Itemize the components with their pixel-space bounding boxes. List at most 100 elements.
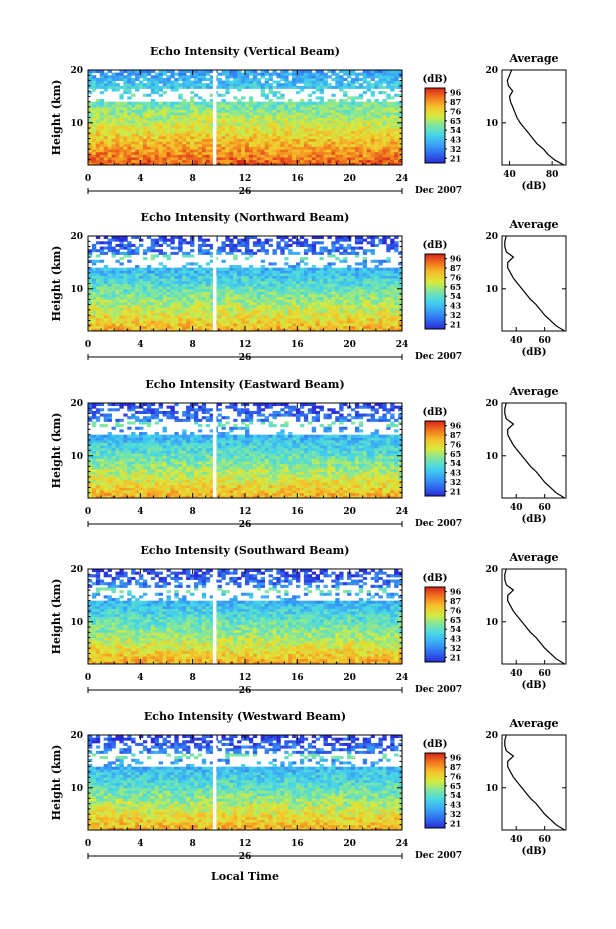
heatmap-cell <box>371 147 375 150</box>
heatmap-cell <box>339 299 343 302</box>
heatmap-cell <box>245 86 249 89</box>
heatmap-cell <box>131 270 135 273</box>
heatmap-cell <box>272 281 276 284</box>
heatmap-cell <box>163 123 167 126</box>
heatmap-cell <box>351 323 355 326</box>
heatmap-cell <box>367 88 371 91</box>
heatmap-cell <box>159 78 163 81</box>
heatmap-cell <box>316 302 320 305</box>
heatmap-cell <box>272 147 276 150</box>
heatmap-cell <box>288 302 292 305</box>
heatmap-cell <box>186 75 190 78</box>
heatmap-cell <box>194 286 198 289</box>
heatmap-cell <box>241 112 245 115</box>
heatmap-cell <box>218 152 222 155</box>
heatmap-cell <box>174 294 178 297</box>
heatmap-cell <box>304 323 308 326</box>
heatmap-cell <box>355 102 359 105</box>
heatmap-cell <box>284 73 288 76</box>
heatmap-cell <box>288 313 292 316</box>
heatmap-cell <box>375 110 379 113</box>
heatmap-cell <box>296 241 300 244</box>
heatmap-cell <box>261 249 265 252</box>
heatmap-cell <box>300 307 304 310</box>
heatmap-cell <box>131 154 135 157</box>
heatmap-cell <box>167 254 171 257</box>
heatmap-cell <box>198 81 202 84</box>
heatmap-cell <box>147 115 151 118</box>
heatmap-cell <box>221 315 225 318</box>
heatmap-cell <box>327 160 331 163</box>
heatmap-cell <box>339 136 343 139</box>
heatmap-cell <box>194 305 198 308</box>
heatmap-cell <box>261 310 265 313</box>
heatmap-cell <box>206 107 210 110</box>
heatmap-cell <box>159 81 163 84</box>
heatmap-cell <box>347 318 351 321</box>
heatmap-cell <box>355 107 359 110</box>
heatmap-cell <box>280 270 284 273</box>
heatmap-cell <box>371 91 375 94</box>
heatmap-cell <box>237 86 241 89</box>
heatmap-cell <box>170 125 174 128</box>
heatmap-cell <box>280 112 284 115</box>
heatmap-cell <box>170 128 174 131</box>
heatmap-cell <box>320 104 324 107</box>
heatmap-cell <box>269 291 273 294</box>
heatmap-cell <box>363 112 367 115</box>
heatmap-cell <box>229 102 233 105</box>
heatmap-cell <box>308 75 312 78</box>
heatmap-cell <box>221 83 225 86</box>
heatmap-cell <box>284 307 288 310</box>
heatmap-cell <box>174 281 178 284</box>
heatmap-cell <box>178 131 182 134</box>
heatmap-cell <box>174 112 178 115</box>
heatmap-cell <box>206 152 210 155</box>
heatmap-cell <box>135 73 139 76</box>
heatmap-cell <box>92 81 96 84</box>
heatmap-cell <box>194 131 198 134</box>
heatmap-cell <box>202 249 206 252</box>
heatmap-cell <box>186 133 190 136</box>
heatmap-cell <box>390 96 394 99</box>
heatmap-cell <box>371 83 375 86</box>
heatmap-cell <box>167 141 171 144</box>
heatmap-cell <box>269 99 273 102</box>
heatmap-cell <box>131 94 135 97</box>
heatmap-cell <box>257 147 261 150</box>
heatmap-cell <box>300 315 304 318</box>
heatmap-cell <box>375 268 379 271</box>
heatmap-cell <box>182 297 186 300</box>
heatmap-cell <box>241 104 245 107</box>
heatmap-cell <box>233 112 237 115</box>
heatmap-cell <box>280 305 284 308</box>
heatmap-cell <box>335 268 339 271</box>
heatmap-cell <box>245 120 249 123</box>
heatmap-cell <box>108 128 112 131</box>
heatmap-cell <box>123 254 127 257</box>
heatmap-cell <box>304 139 308 142</box>
heatmap-cell <box>253 270 257 273</box>
heatmap-cell <box>308 152 312 155</box>
heatmap-cell <box>324 294 328 297</box>
heatmap-cell <box>288 136 292 139</box>
heatmap-cell <box>339 128 343 131</box>
heatmap-cell <box>198 265 202 268</box>
heatmap-cell <box>382 107 386 110</box>
heatmap-cell <box>139 75 143 78</box>
heatmap-cell <box>316 315 320 318</box>
heatmap-cell <box>151 323 155 326</box>
heatmap-cell <box>347 141 351 144</box>
heatmap-cell <box>155 315 159 318</box>
heatmap-cell <box>245 297 249 300</box>
heatmap-cell <box>143 252 147 255</box>
heatmap-cell <box>331 120 335 123</box>
heatmap-cell <box>108 123 112 126</box>
heatmap-cell <box>123 149 127 152</box>
heatmap-cell <box>331 254 335 257</box>
heatmap-cell <box>359 96 363 99</box>
heatmap-cell <box>331 323 335 326</box>
heatmap-cell <box>324 276 328 279</box>
heatmap-cell <box>233 299 237 302</box>
heatmap-cell <box>320 128 324 131</box>
